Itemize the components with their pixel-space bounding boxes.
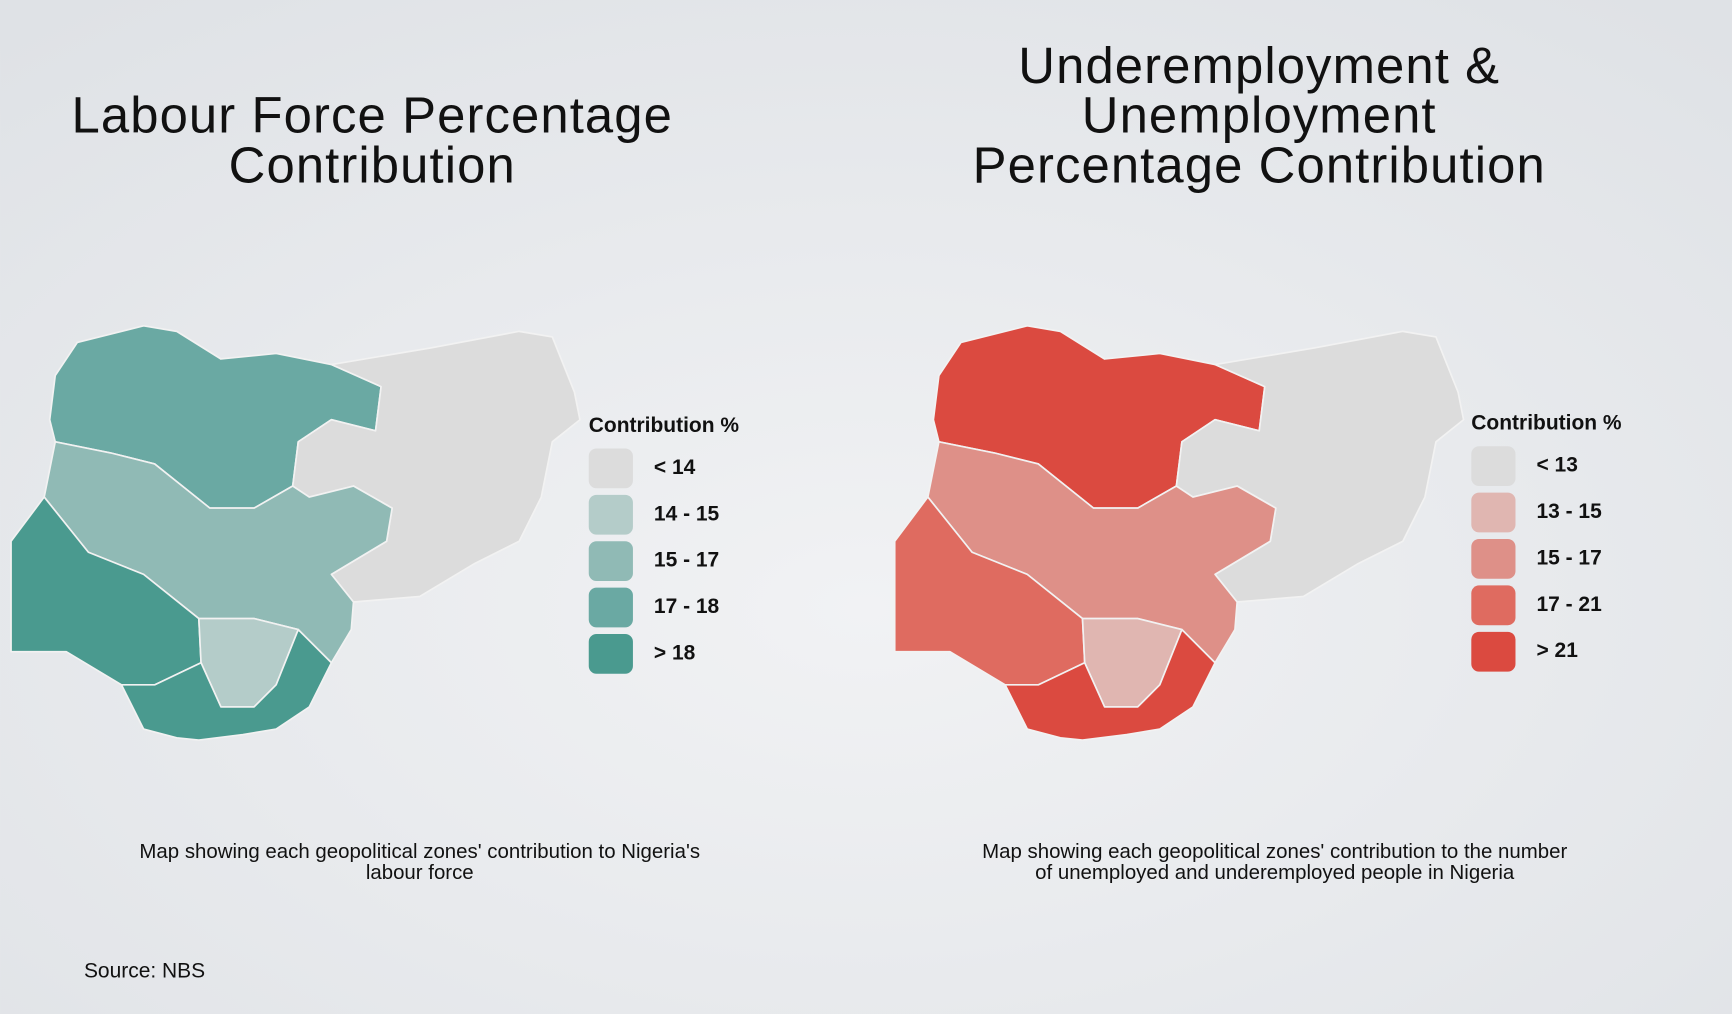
legend-label: 14 - 15 xyxy=(654,502,720,525)
legend-title: Contribution % xyxy=(1471,412,1622,435)
legend-swatch xyxy=(588,448,633,489)
legend-label: < 13 xyxy=(1536,454,1577,477)
legend-swatch xyxy=(588,494,633,535)
title-line: Labour Force Percentage xyxy=(72,87,673,144)
title-line: Unemployment xyxy=(1082,87,1437,144)
legend-swatch xyxy=(588,587,633,628)
caption-line: Map showing each geopolitical zones' con… xyxy=(139,841,700,863)
source: Source: NBS xyxy=(84,960,205,983)
legend-label: 15 - 17 xyxy=(1536,546,1601,569)
legend-swatch xyxy=(1471,492,1516,533)
legend-title: Contribution % xyxy=(589,414,740,437)
zone xyxy=(120,628,333,741)
legend-label: 17 - 18 xyxy=(654,595,720,618)
legend-swatch xyxy=(588,541,633,582)
legend-label: > 18 xyxy=(654,641,696,664)
title-line: Underemployment & xyxy=(1018,37,1500,94)
legend-label: 17 - 21 xyxy=(1536,593,1602,616)
map-panel: Underemployment &UnemploymentPercentage … xyxy=(893,37,1622,884)
title-line: Contribution xyxy=(229,136,516,193)
caption-line: Map showing each geopolitical zones' con… xyxy=(982,841,1567,863)
map xyxy=(893,325,1465,741)
legend-swatch xyxy=(1471,631,1516,672)
caption-line: labour force xyxy=(366,862,474,884)
legend-swatch xyxy=(1471,539,1516,579)
zone xyxy=(1004,628,1216,741)
map xyxy=(10,325,581,741)
title-line: Percentage Contribution xyxy=(973,136,1546,193)
legend-label: 15 - 17 xyxy=(654,549,719,572)
legend-swatch xyxy=(1471,585,1516,626)
legend-swatch xyxy=(588,634,633,674)
legend-label: 13 - 15 xyxy=(1536,500,1602,523)
legend-label: > 21 xyxy=(1536,639,1578,662)
legend-swatch xyxy=(1471,446,1516,487)
caption-line: of unemployed and underemployed people i… xyxy=(1035,862,1515,884)
legend-label: < 14 xyxy=(654,456,696,479)
